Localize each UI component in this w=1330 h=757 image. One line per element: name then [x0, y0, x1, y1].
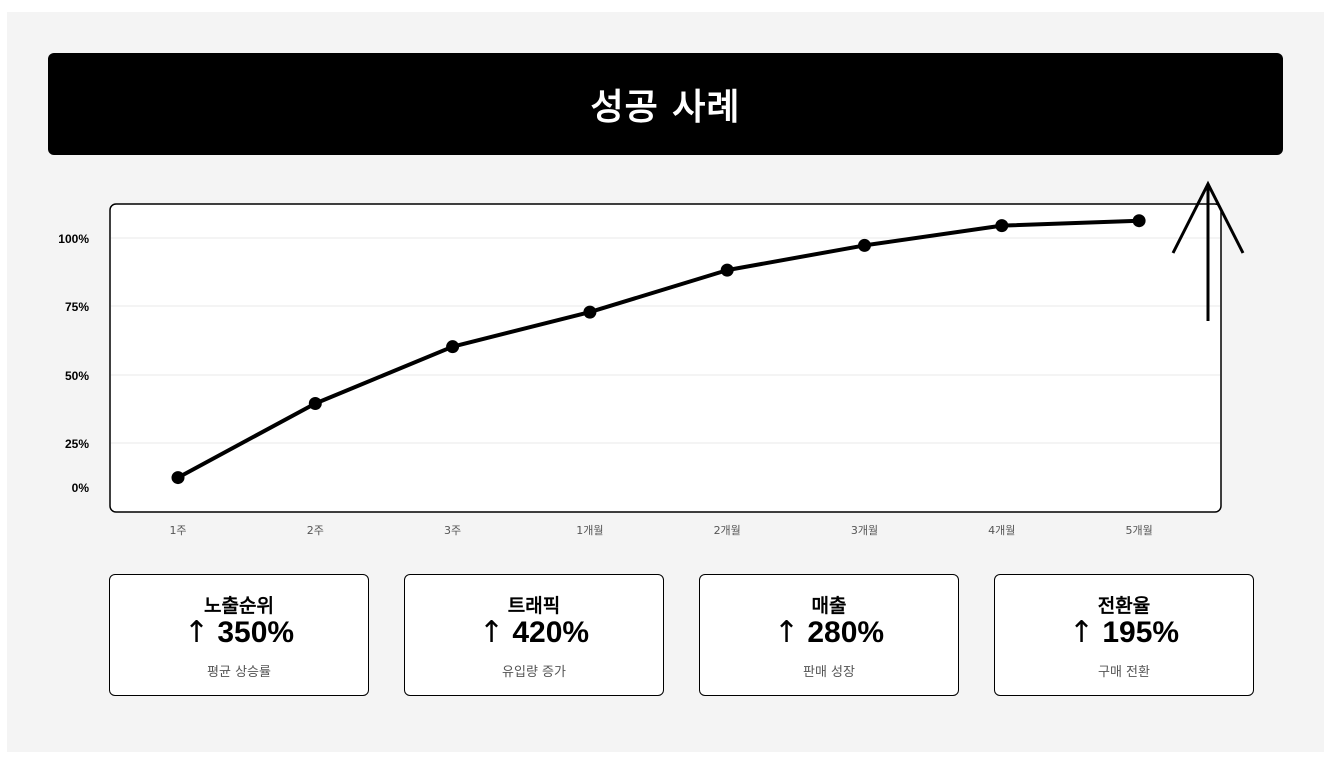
data-point [171, 471, 185, 485]
stat-card-title: 매출 [811, 595, 847, 617]
stat-card-title: 트래픽 [507, 595, 561, 617]
stat-card-ranking: 노출순위 ↑ 350% 평균 상승률 [109, 574, 369, 696]
stat-card-value: ↑ 280% [700, 615, 958, 650]
data-point [308, 396, 322, 410]
series-line [176, 218, 1142, 480]
data-point [858, 238, 871, 252]
stat-card-value: ↑ 195% [995, 615, 1253, 650]
stat-card-number: 350% [217, 616, 295, 649]
x-tick-label: 1개월 [576, 524, 603, 537]
title-banner: 성공 사례 [48, 53, 1283, 155]
x-tick-label: 4개월 [988, 524, 1015, 537]
x-tick-label: 2개월 [714, 524, 741, 537]
stat-card-number: 280% [807, 616, 885, 649]
up-arrow-icon: ↑ [773, 615, 800, 650]
stat-card-caption: 판매 성장 [803, 665, 855, 680]
data-point [1132, 214, 1146, 228]
stat-card-conversion: 전환율 ↑ 195% 구매 전환 [994, 574, 1254, 696]
y-tick-label: 100% [58, 232, 89, 246]
stat-card-caption: 평균 상승률 [207, 665, 271, 680]
data-point [995, 219, 1009, 233]
data-point [583, 305, 597, 319]
stat-card-traffic: 트래픽 ↑ 420% 유입량 증가 [404, 574, 664, 696]
y-tick-label: 75% [65, 300, 89, 314]
stat-card-sales: 매출 ↑ 280% 판매 성장 [699, 574, 959, 696]
stat-card-number: 420% [512, 616, 590, 649]
plot-area [109, 203, 1222, 513]
y-tick-label: 25% [65, 437, 89, 451]
stat-card-value: ↑ 350% [110, 615, 368, 650]
growth-line-chart: 0% 25% 50% 75% 100% 1주 2주 3주 1개월 2개월 3개월 4개월 5개월 [58, 180, 1245, 537]
decorative-up-arrow-head [1171, 180, 1245, 254]
data-point [720, 263, 734, 277]
x-tick-label: 5개월 [1125, 524, 1152, 537]
x-tick-label: 3주 [444, 524, 461, 537]
up-arrow-icon: ↑ [183, 615, 210, 650]
y-tick-label: 0% [72, 481, 90, 495]
stat-card-title: 노출순위 [204, 595, 274, 617]
data-point [446, 340, 460, 354]
x-tick-label: 2주 [307, 524, 324, 537]
page-title: 성공 사례 [590, 87, 741, 128]
stat-card-number: 195% [1102, 616, 1180, 649]
stat-card-value: ↑ 420% [405, 615, 663, 650]
y-tick-label: 50% [65, 369, 89, 383]
stat-card-title: 전환율 [1097, 595, 1151, 617]
x-tick-label: 3개월 [851, 524, 878, 537]
stat-card-caption: 유입량 증가 [502, 665, 566, 680]
up-arrow-icon: ↑ [478, 615, 505, 650]
x-tick-label: 1주 [169, 524, 186, 537]
stat-card-caption: 구매 전환 [1098, 665, 1150, 680]
up-arrow-icon: ↑ [1068, 615, 1095, 650]
